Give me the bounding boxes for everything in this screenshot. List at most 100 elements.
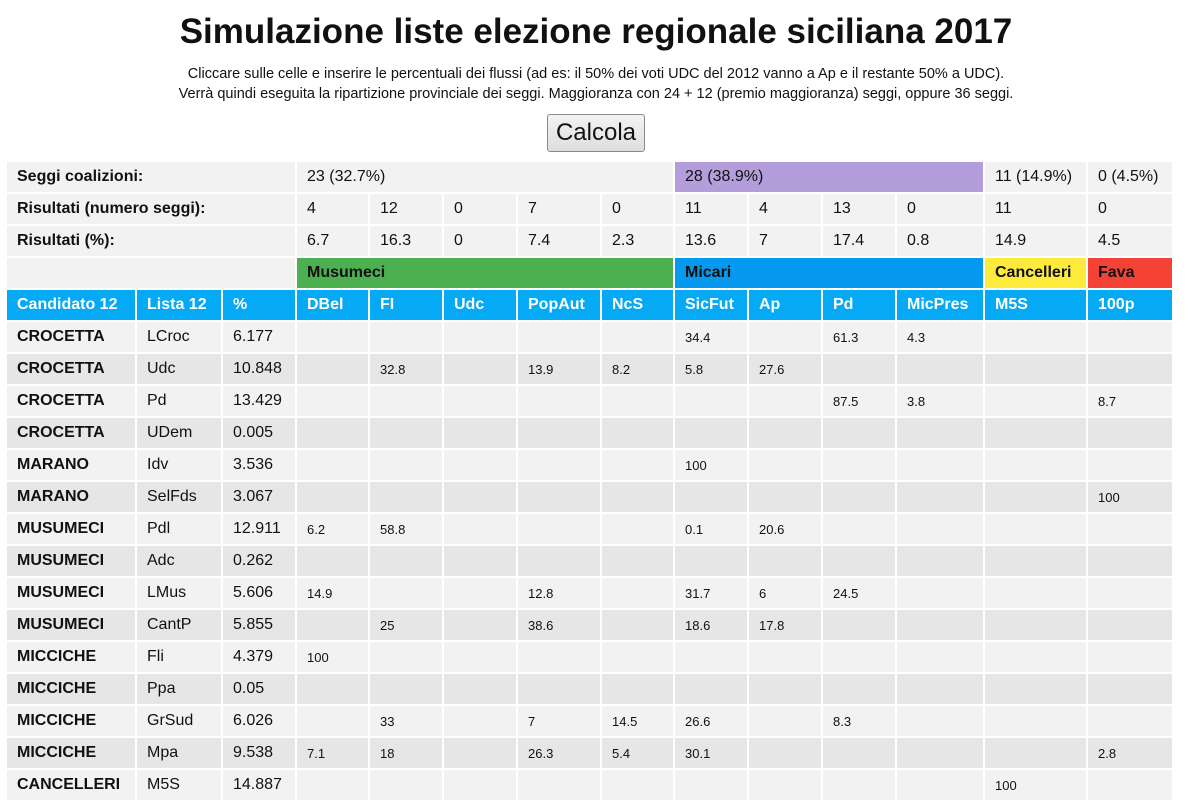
- flow-input-cell[interactable]: [297, 450, 368, 480]
- flow-input-cell[interactable]: 5.8: [675, 354, 747, 384]
- flow-input-cell[interactable]: 14.9: [297, 578, 368, 608]
- flow-input-cell[interactable]: [444, 706, 516, 736]
- flow-input-cell[interactable]: [297, 322, 368, 352]
- flow-input-cell[interactable]: [602, 322, 673, 352]
- flow-input-cell[interactable]: [985, 450, 1086, 480]
- flow-input-cell[interactable]: [749, 738, 821, 768]
- flow-input-cell[interactable]: 38.6: [518, 610, 600, 640]
- flow-input-cell[interactable]: [444, 482, 516, 512]
- flow-input-cell[interactable]: [1088, 546, 1172, 576]
- flow-input-cell[interactable]: [985, 386, 1086, 416]
- flow-input-cell[interactable]: 14.5: [602, 706, 673, 736]
- flow-input-cell[interactable]: 8.3: [823, 706, 895, 736]
- flow-input-cell[interactable]: [823, 770, 895, 800]
- flow-input-cell[interactable]: [444, 418, 516, 448]
- flow-input-cell[interactable]: [602, 674, 673, 704]
- flow-input-cell[interactable]: 31.7: [675, 578, 747, 608]
- flow-input-cell[interactable]: 61.3: [823, 322, 895, 352]
- flow-input-cell[interactable]: [675, 418, 747, 448]
- flow-input-cell[interactable]: [675, 770, 747, 800]
- flow-input-cell[interactable]: [297, 354, 368, 384]
- flow-input-cell[interactable]: [518, 386, 600, 416]
- flow-input-cell[interactable]: [675, 386, 747, 416]
- flow-input-cell[interactable]: [897, 738, 983, 768]
- flow-input-cell[interactable]: [749, 482, 821, 512]
- flow-input-cell[interactable]: [897, 418, 983, 448]
- flow-input-cell[interactable]: 58.8: [370, 514, 442, 544]
- flow-input-cell[interactable]: [444, 738, 516, 768]
- flow-input-cell[interactable]: [602, 386, 673, 416]
- flow-input-cell[interactable]: [602, 482, 673, 512]
- flow-input-cell[interactable]: [370, 770, 442, 800]
- flow-input-cell[interactable]: 18: [370, 738, 442, 768]
- flow-input-cell[interactable]: [602, 642, 673, 672]
- flow-input-cell[interactable]: [823, 738, 895, 768]
- flow-input-cell[interactable]: [823, 418, 895, 448]
- flow-input-cell[interactable]: 5.4: [602, 738, 673, 768]
- flow-input-cell[interactable]: 20.6: [749, 514, 821, 544]
- flow-input-cell[interactable]: [370, 546, 442, 576]
- flow-input-cell[interactable]: [1088, 674, 1172, 704]
- flow-input-cell[interactable]: 32.8: [370, 354, 442, 384]
- flow-input-cell[interactable]: [297, 546, 368, 576]
- flow-input-cell[interactable]: 34.4: [675, 322, 747, 352]
- flow-input-cell[interactable]: [602, 418, 673, 448]
- flow-input-cell[interactable]: [297, 770, 368, 800]
- flow-input-cell[interactable]: 17.8: [749, 610, 821, 640]
- flow-input-cell[interactable]: 8.2: [602, 354, 673, 384]
- flow-input-cell[interactable]: [444, 514, 516, 544]
- flow-input-cell[interactable]: [297, 386, 368, 416]
- flow-input-cell[interactable]: 25: [370, 610, 442, 640]
- flow-input-cell[interactable]: [602, 450, 673, 480]
- flow-input-cell[interactable]: [985, 482, 1086, 512]
- flow-input-cell[interactable]: [749, 674, 821, 704]
- flow-input-cell[interactable]: [985, 354, 1086, 384]
- flow-input-cell[interactable]: [444, 386, 516, 416]
- flow-input-cell[interactable]: [675, 674, 747, 704]
- flow-input-cell[interactable]: [297, 674, 368, 704]
- flow-input-cell[interactable]: [444, 354, 516, 384]
- flow-input-cell[interactable]: [370, 674, 442, 704]
- flow-input-cell[interactable]: [749, 642, 821, 672]
- flow-input-cell[interactable]: [823, 642, 895, 672]
- flow-input-cell[interactable]: [985, 546, 1086, 576]
- flow-input-cell[interactable]: [985, 514, 1086, 544]
- flow-input-cell[interactable]: [518, 674, 600, 704]
- flow-input-cell[interactable]: 13.9: [518, 354, 600, 384]
- flow-input-cell[interactable]: [518, 642, 600, 672]
- flow-input-cell[interactable]: 4.3: [897, 322, 983, 352]
- flow-input-cell[interactable]: 7: [518, 706, 600, 736]
- flow-input-cell[interactable]: [985, 322, 1086, 352]
- calcola-button[interactable]: Calcola: [546, 114, 646, 152]
- flow-input-cell[interactable]: [444, 578, 516, 608]
- flow-input-cell[interactable]: [444, 610, 516, 640]
- flow-input-cell[interactable]: [985, 642, 1086, 672]
- flow-input-cell[interactable]: [518, 514, 600, 544]
- flow-input-cell[interactable]: [985, 738, 1086, 768]
- flow-input-cell[interactable]: 26.6: [675, 706, 747, 736]
- flow-input-cell[interactable]: 3.8: [897, 386, 983, 416]
- flow-input-cell[interactable]: 2.8: [1088, 738, 1172, 768]
- flow-input-cell[interactable]: [897, 450, 983, 480]
- flow-input-cell[interactable]: [602, 770, 673, 800]
- flow-input-cell[interactable]: 87.5: [823, 386, 895, 416]
- flow-input-cell[interactable]: [749, 386, 821, 416]
- flow-input-cell[interactable]: [518, 546, 600, 576]
- flow-input-cell[interactable]: 8.7: [1088, 386, 1172, 416]
- flow-input-cell[interactable]: [675, 482, 747, 512]
- flow-input-cell[interactable]: [1088, 578, 1172, 608]
- flow-input-cell[interactable]: [749, 450, 821, 480]
- flow-input-cell[interactable]: [749, 418, 821, 448]
- flow-input-cell[interactable]: 33: [370, 706, 442, 736]
- flow-input-cell[interactable]: [518, 418, 600, 448]
- flow-input-cell[interactable]: [749, 706, 821, 736]
- flow-input-cell[interactable]: 24.5: [823, 578, 895, 608]
- flow-input-cell[interactable]: [823, 546, 895, 576]
- flow-input-cell[interactable]: 26.3: [518, 738, 600, 768]
- flow-input-cell[interactable]: [823, 674, 895, 704]
- flow-input-cell[interactable]: [444, 642, 516, 672]
- flow-input-cell[interactable]: [1088, 514, 1172, 544]
- flow-input-cell[interactable]: [897, 706, 983, 736]
- flow-input-cell[interactable]: [897, 610, 983, 640]
- flow-input-cell[interactable]: [1088, 610, 1172, 640]
